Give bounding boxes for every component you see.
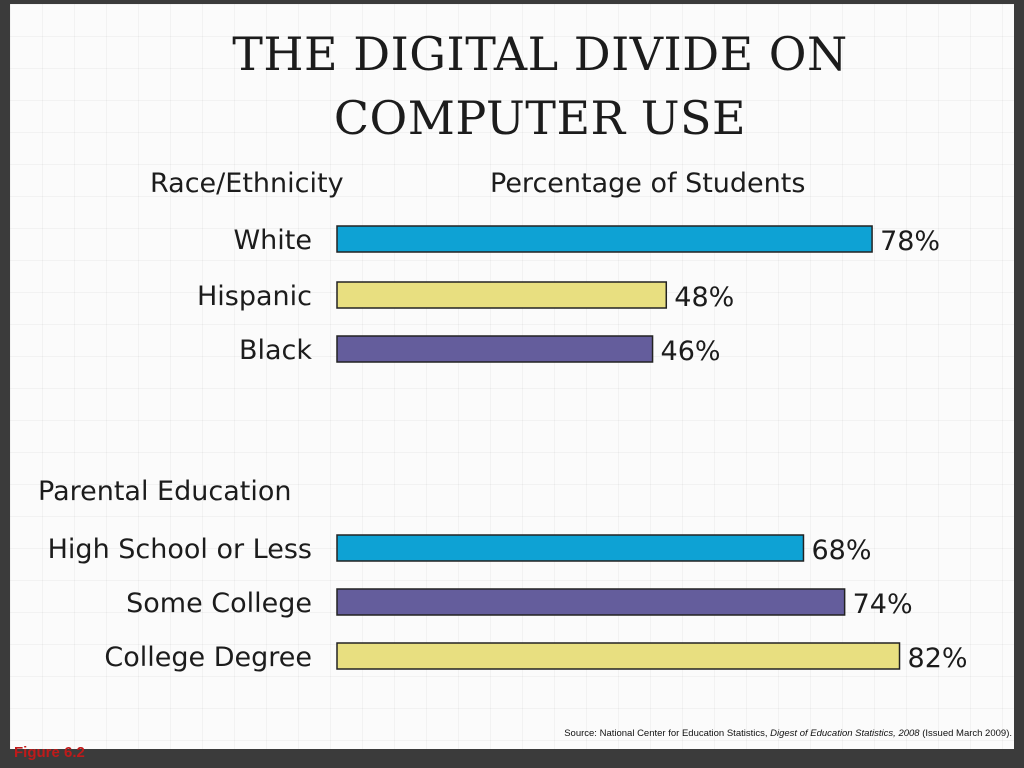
data-label: 74% bbox=[853, 589, 913, 620]
value-header: Percentage of Students bbox=[490, 168, 805, 199]
title-line-1: THE DIGITAL DIVIDE ON bbox=[232, 27, 848, 81]
bar bbox=[336, 281, 668, 309]
bar bbox=[336, 642, 901, 670]
source-italic: Digest of Education Statistics, 2008 bbox=[770, 728, 920, 739]
slide-title: THE DIGITAL DIVIDE ON COMPUTER USE bbox=[100, 22, 980, 150]
bar bbox=[336, 588, 846, 616]
title-line-2: COMPUTER USE bbox=[333, 91, 747, 145]
data-label: 82% bbox=[908, 643, 968, 674]
category-label: White bbox=[233, 225, 312, 256]
category-label: Some College bbox=[126, 588, 312, 619]
group-header: Race/Ethnicity bbox=[150, 168, 344, 199]
figure-label: Figure 6.2 bbox=[14, 744, 85, 761]
category-label: Black bbox=[239, 335, 312, 366]
data-label: 46% bbox=[661, 336, 721, 367]
data-label: 68% bbox=[811, 535, 871, 566]
slide-panel bbox=[10, 4, 1014, 749]
category-label: Hispanic bbox=[197, 281, 312, 312]
source-note: Source: National Center for Education St… bbox=[564, 728, 1012, 739]
category-label: College Degree bbox=[104, 642, 312, 673]
group-header: Parental Education bbox=[38, 476, 291, 507]
category-label: High School or Less bbox=[48, 534, 312, 565]
bar bbox=[336, 534, 805, 562]
data-label: 78% bbox=[880, 226, 940, 257]
source-suffix: (Issued March 2009). bbox=[922, 728, 1012, 739]
bar bbox=[336, 335, 654, 363]
source-prefix: Source: National Center for Education St… bbox=[564, 728, 768, 739]
data-label: 48% bbox=[674, 282, 734, 313]
bar bbox=[336, 225, 873, 253]
